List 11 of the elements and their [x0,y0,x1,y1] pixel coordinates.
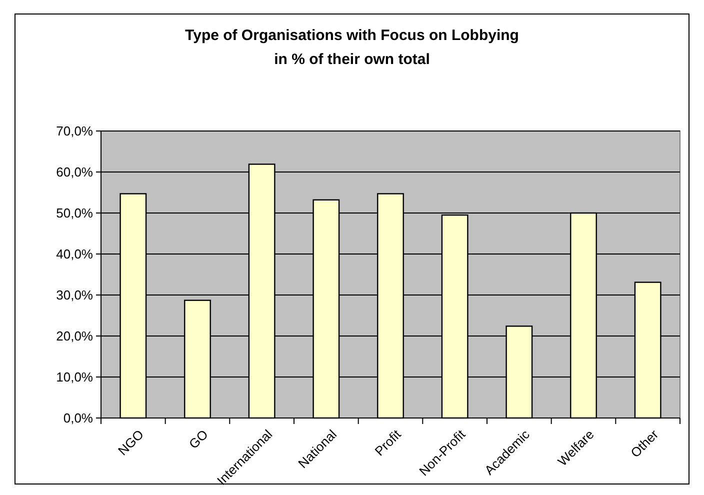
y-tick-label: 0,0% [63,410,94,426]
x-tick-label: GO [186,426,211,452]
y-tick-label: 40,0% [56,246,94,262]
chart-title: Type of Organisations with Focus on Lobbying [185,27,519,44]
y-tick-label: 50,0% [56,206,94,221]
y-tick-label: 30,0% [56,288,94,303]
y-tick-label: 10,0% [56,370,94,385]
y-tick-label: 70,0% [56,124,94,139]
y-tick-label: 60,0% [56,164,94,180]
chart-subtitle: in % of their own total [274,51,430,68]
y-tick-label: 20,0% [56,328,94,344]
